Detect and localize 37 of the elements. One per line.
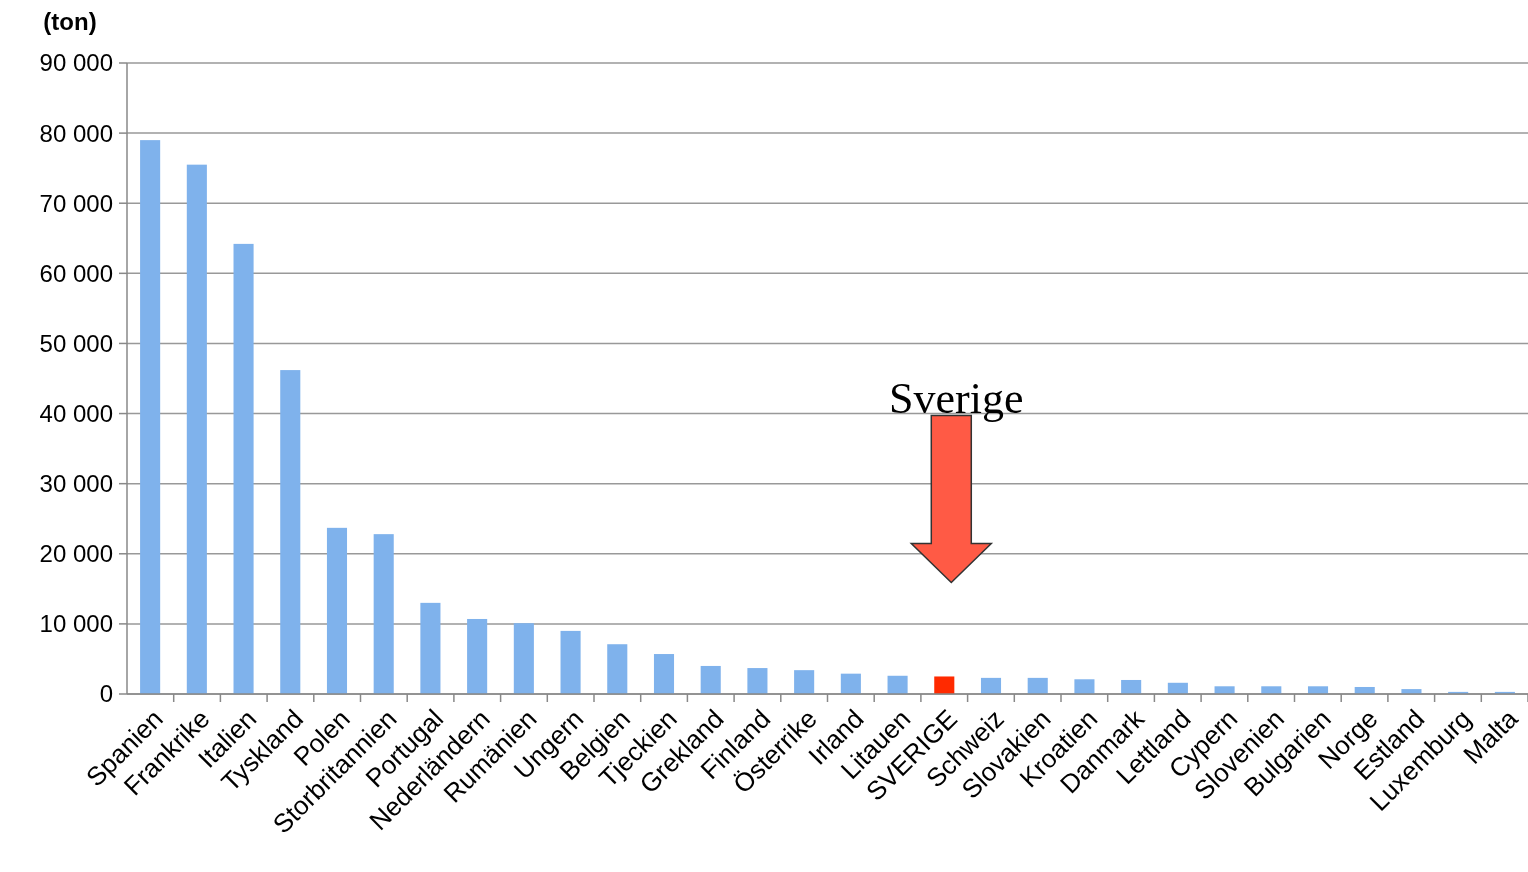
y-tick-label: 90 000: [39, 49, 113, 77]
bar: [513, 623, 534, 694]
annotation: Sverige: [889, 374, 1024, 424]
y-tick-label: 60 000: [39, 259, 113, 287]
bar: [887, 675, 908, 694]
y-tick-label: 30 000: [39, 470, 113, 498]
y-axis-title: (ton): [43, 8, 97, 35]
bar: [1027, 677, 1048, 694]
bar: [700, 665, 721, 694]
bar: [186, 164, 207, 694]
bar: [280, 370, 301, 694]
bar: [1214, 686, 1235, 694]
bar: [934, 676, 955, 694]
bar: [467, 618, 488, 694]
bar: [420, 602, 441, 694]
bar: [653, 654, 675, 694]
bar: [1121, 679, 1142, 694]
bar: [560, 630, 581, 694]
y-tick-label: 10 000: [39, 610, 113, 638]
y-tick-label: 40 000: [39, 399, 113, 427]
y-tick-label: 0: [99, 680, 113, 708]
bar: [980, 677, 1002, 694]
bar: [747, 668, 768, 694]
bar: [794, 670, 815, 694]
bar: [140, 140, 161, 694]
bar: [1261, 686, 1282, 694]
bar: [233, 243, 254, 694]
bar: [840, 673, 861, 694]
y-tick-label: 20 000: [39, 540, 113, 568]
y-tick-label: 70 000: [39, 189, 113, 217]
bar: [607, 644, 628, 694]
bar: [1307, 686, 1329, 694]
bar: [326, 527, 348, 694]
y-tick-label: 80 000: [39, 119, 113, 147]
bar: [1074, 679, 1095, 694]
bar: [373, 534, 394, 694]
y-tick-label: 50 000: [39, 329, 113, 357]
